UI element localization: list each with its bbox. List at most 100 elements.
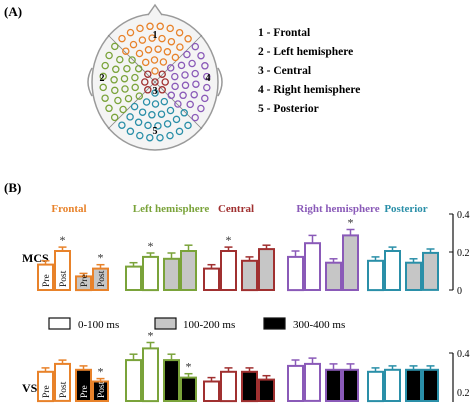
electrode-dot — [159, 58, 168, 66]
region-legend-item: 1 - Frontal — [258, 27, 310, 39]
electrode-dot — [161, 78, 169, 86]
legend-swatch-black — [263, 317, 286, 330]
bar — [287, 364, 304, 402]
electrode-dot — [158, 86, 166, 94]
electrode-dot — [156, 133, 164, 142]
electrode-dot — [181, 81, 190, 90]
bar-label: Pre — [80, 385, 90, 398]
electrode-dot — [135, 49, 144, 58]
electrode-dot — [131, 73, 139, 82]
electrode-dot — [166, 106, 175, 115]
electrode-dot — [99, 83, 107, 92]
electrode-dot — [123, 64, 131, 73]
electrode-dot — [163, 120, 172, 128]
electrode-dot — [136, 24, 144, 33]
bar — [258, 378, 275, 403]
electrode-dot — [191, 113, 199, 122]
electrode-dot — [121, 85, 129, 93]
bar — [125, 359, 142, 403]
electrode-dot — [116, 55, 124, 64]
electrode-dot — [163, 48, 172, 56]
electrode-dot — [188, 59, 196, 68]
region-number-5: 5 — [153, 126, 158, 137]
bar — [422, 368, 439, 402]
electrode-dot — [134, 118, 143, 127]
electrode-dot — [158, 70, 166, 78]
significance-star: * — [186, 360, 192, 374]
electrode-dot — [141, 78, 149, 86]
electrode-dot — [201, 62, 209, 70]
electrode-dot — [203, 72, 211, 81]
electrode-dot — [118, 121, 126, 129]
bar-label: Pre — [42, 274, 52, 287]
electrode-dot — [151, 78, 159, 86]
left-ear-icon — [87, 67, 93, 97]
electrode-dot — [203, 83, 211, 92]
region-number-4: 4 — [206, 73, 211, 84]
bar — [220, 370, 237, 403]
bar — [342, 234, 359, 291]
nose-icon — [147, 3, 163, 16]
group-title: Frontal — [51, 203, 86, 215]
electrode-dot — [151, 89, 159, 97]
electrode-dot — [154, 45, 162, 53]
electrode-dot — [142, 98, 151, 106]
electrode-dot — [177, 61, 186, 70]
bar — [304, 242, 321, 291]
group-title: Central — [218, 203, 254, 215]
electrode-dot — [186, 100, 194, 109]
significance-star: * — [148, 239, 154, 253]
bar-label: Post — [97, 270, 107, 287]
electrode-dot — [118, 34, 126, 43]
legend-label: 300-400 ms — [293, 319, 345, 331]
bar — [142, 347, 159, 403]
legend-label: 100-200 ms — [183, 319, 235, 331]
electrode-dot — [157, 110, 166, 118]
bar — [367, 370, 384, 403]
electrode-dot — [114, 96, 122, 105]
bar — [384, 250, 401, 291]
electrode-dot — [138, 36, 147, 44]
electrode-dot — [134, 64, 143, 73]
bar — [180, 250, 197, 291]
electrode-dot — [150, 56, 159, 64]
electrode-dot — [181, 71, 189, 79]
electrode-dot — [148, 111, 156, 119]
region-legend-item: 4 - Right hemisphere — [258, 84, 360, 96]
electrode-dot — [166, 64, 175, 72]
bar — [325, 368, 342, 402]
legend-swatch-white — [48, 317, 71, 330]
region-number-1: 1 — [153, 30, 158, 41]
electrode-dot — [151, 67, 159, 75]
electrode-dot — [197, 51, 205, 60]
electrode-dot — [192, 80, 200, 88]
bar — [203, 267, 220, 292]
bar-label: Post — [59, 270, 69, 287]
bar — [163, 359, 180, 403]
electrode-dot — [101, 94, 109, 102]
electrode-dot — [166, 24, 174, 33]
bar-label: Post — [97, 381, 107, 398]
electrode-dot — [180, 109, 188, 117]
electrode-dot — [176, 43, 184, 51]
panel-b-label: (B) — [4, 180, 21, 195]
electrode-dot — [144, 46, 153, 54]
bar — [258, 248, 275, 292]
region-legend-item: 5 - Posterior — [258, 103, 319, 115]
region-legend-item: 3 - Central — [258, 65, 311, 77]
panel-a-label: (A) — [4, 4, 22, 19]
divider-line — [107, 34, 203, 130]
bar — [384, 368, 401, 402]
y-tick-label: 0.4 — [457, 210, 470, 221]
y-axis-vs: 0.4 0.2 — [449, 349, 470, 402]
bar — [241, 259, 258, 292]
electrode-dot — [174, 100, 182, 108]
group-title: Posterior — [384, 203, 427, 215]
group-title: Right hemisphere — [296, 203, 379, 215]
electrode-dot — [144, 70, 152, 78]
electrode-dot — [167, 91, 176, 100]
electrode-dot — [184, 35, 192, 43]
legend-label: 0-100 ms — [78, 319, 119, 331]
electrode-dot — [144, 121, 152, 130]
